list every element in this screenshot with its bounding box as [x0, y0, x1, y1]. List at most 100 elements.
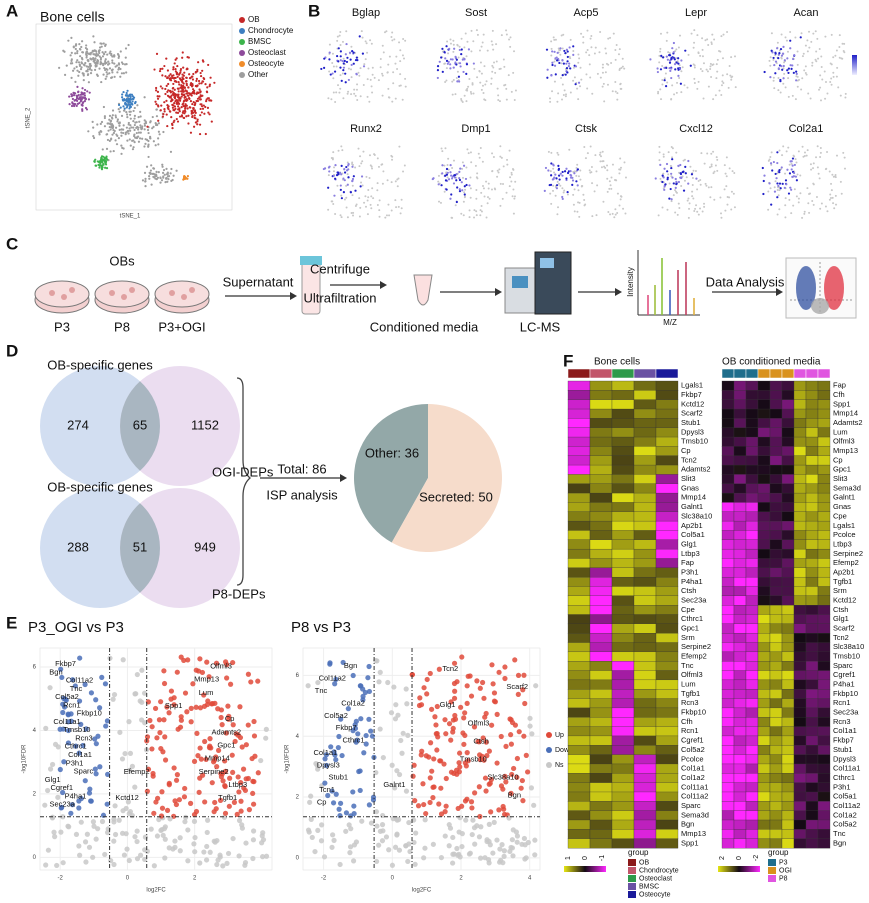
cell-point — [619, 83, 622, 86]
cell-point — [170, 167, 173, 171]
cell-point — [437, 174, 440, 177]
gene-label: Bgn — [49, 667, 62, 676]
cell-point — [569, 67, 572, 70]
cell-point — [571, 179, 575, 182]
cell-point — [796, 173, 799, 176]
heatmap-cell — [633, 642, 657, 653]
heatmap-cell — [769, 399, 783, 410]
cell-point — [146, 125, 149, 128]
cell-point — [341, 149, 344, 152]
cell-point — [660, 98, 663, 101]
heatmap-cell — [655, 707, 679, 718]
gene-point — [451, 770, 457, 776]
cell-point — [696, 87, 699, 90]
slice-label: Secreted: 50 — [419, 489, 493, 504]
gene-point — [185, 858, 191, 864]
gene-point — [111, 838, 117, 844]
gene-label: P4ha1 — [681, 577, 703, 586]
cell-point — [167, 108, 170, 111]
cell-point — [188, 92, 191, 95]
cell-point — [125, 126, 128, 129]
step-label: Supernatant — [223, 274, 294, 289]
cell-point — [343, 198, 346, 201]
cell-point — [456, 80, 459, 83]
cell-point — [71, 97, 74, 101]
cell-point — [369, 39, 372, 42]
gene-point — [52, 834, 58, 840]
gene-point — [250, 828, 257, 834]
gene-point — [472, 841, 478, 847]
heatmap-cell — [757, 520, 771, 531]
cell-point — [796, 85, 799, 88]
heatmap-cell — [655, 576, 679, 587]
cell-point — [117, 62, 121, 65]
cell-point — [467, 48, 471, 51]
gene-point — [510, 827, 516, 833]
cell-point — [837, 86, 840, 89]
gene-label: Srm — [833, 586, 847, 595]
gene-point — [191, 818, 198, 824]
cell-point — [720, 212, 723, 215]
cell-point — [123, 99, 126, 102]
cell-point — [99, 58, 102, 61]
gene-point — [494, 837, 500, 843]
cell-point — [832, 71, 835, 74]
gene-point — [464, 750, 470, 756]
legend-label: Chondrocyte — [639, 867, 679, 874]
gene-point — [438, 758, 444, 764]
cell-point — [472, 92, 475, 95]
heatmap-cell — [781, 567, 795, 578]
cell-point — [377, 165, 380, 168]
cell-point — [561, 98, 564, 101]
cell-point — [328, 170, 331, 173]
gene-point — [433, 722, 439, 728]
cell-point — [785, 150, 788, 153]
heatmap-cell — [721, 679, 735, 690]
heatmap-cell — [721, 399, 735, 410]
heatmap-cell — [769, 548, 783, 559]
cell-point — [104, 161, 107, 164]
cell-point — [711, 63, 714, 66]
cell-point — [778, 189, 781, 192]
gene-point — [452, 716, 459, 722]
gene-point — [470, 817, 476, 823]
cell-point — [359, 95, 362, 98]
cell-point — [185, 90, 189, 93]
cell-point — [147, 131, 150, 135]
gene-label: Bgn — [344, 661, 357, 670]
heatmap-cell — [757, 446, 771, 457]
cell-point — [659, 47, 662, 50]
heatmap-cell — [589, 791, 613, 802]
cell-point — [665, 55, 668, 58]
heatmap-cell — [781, 427, 795, 438]
heatmap-cell — [611, 502, 635, 513]
cell-point — [662, 155, 665, 158]
heatmap-cell — [781, 726, 795, 737]
cell-point — [712, 98, 715, 101]
gene-point — [373, 858, 380, 865]
cell-point — [819, 207, 822, 210]
cell-point — [791, 64, 794, 67]
gene-point — [193, 704, 199, 710]
cell-point — [360, 30, 363, 33]
gene-label: Col5a2 — [833, 820, 857, 829]
cell-point — [620, 195, 623, 198]
cell-point — [663, 77, 666, 80]
cell-point — [554, 173, 557, 176]
heatmap-cell — [611, 605, 635, 615]
gene-point — [511, 765, 517, 772]
gene-point — [359, 818, 365, 824]
cell-point — [561, 47, 564, 50]
cell-point — [189, 77, 192, 80]
cell-point — [341, 40, 344, 43]
x-tick-label: -2 — [58, 876, 64, 882]
heatmap-cell — [733, 735, 747, 746]
cell-point — [609, 184, 612, 187]
cell-point — [571, 183, 574, 186]
gene-point — [441, 761, 447, 767]
heatmap-cell — [745, 539, 759, 550]
cell-point — [610, 176, 613, 179]
cell-point — [158, 69, 162, 73]
gene-point — [484, 838, 490, 845]
cell-point — [336, 184, 339, 187]
